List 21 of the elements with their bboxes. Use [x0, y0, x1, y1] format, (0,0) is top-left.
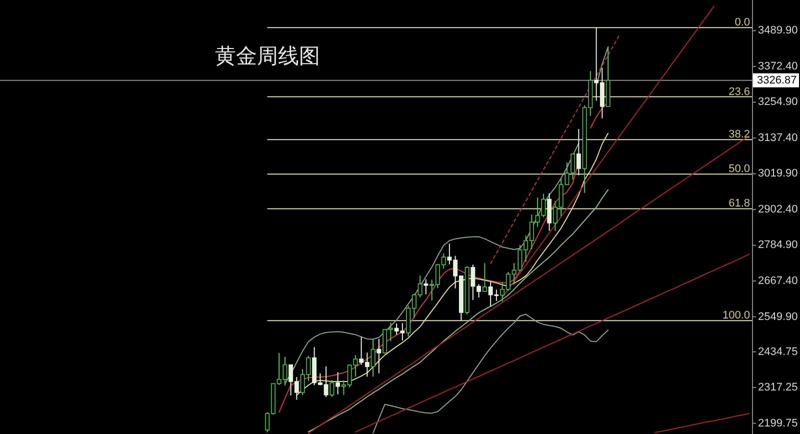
y-tick-label: 3137.40 — [758, 132, 798, 144]
y-tick-label: 2199.75 — [758, 417, 798, 430]
y-tick-label: 3372.40 — [758, 60, 798, 72]
annotation: 0.0 — [734, 16, 750, 29]
text: 黄金周线图 — [215, 44, 320, 68]
y-tick-label: 3489.90 — [758, 24, 798, 37]
ref-line-label: 3326.87 — [757, 74, 797, 86]
annotation: 100.0 — [722, 310, 750, 322]
y-tick-label: 2549.90 — [758, 310, 798, 323]
annotation: 50.0 — [728, 163, 750, 176]
y-tick-label: 2317.25 — [758, 382, 798, 394]
y-tick-label: 3254.90 — [758, 96, 798, 108]
y-tick-label: 2434.75 — [758, 346, 798, 358]
y-tick-label: 2667.40 — [758, 274, 798, 287]
annotation: 61.8 — [728, 198, 750, 210]
annotation: 23.6 — [728, 86, 750, 98]
price-label: 3326.87 — [753, 73, 799, 88]
y-tick-label: 3019.90 — [758, 168, 798, 180]
y-tick-label: 2902.40 — [758, 203, 798, 216]
y-tick-label: 2784.90 — [758, 239, 798, 252]
annotation: 38.2 — [728, 128, 750, 141]
